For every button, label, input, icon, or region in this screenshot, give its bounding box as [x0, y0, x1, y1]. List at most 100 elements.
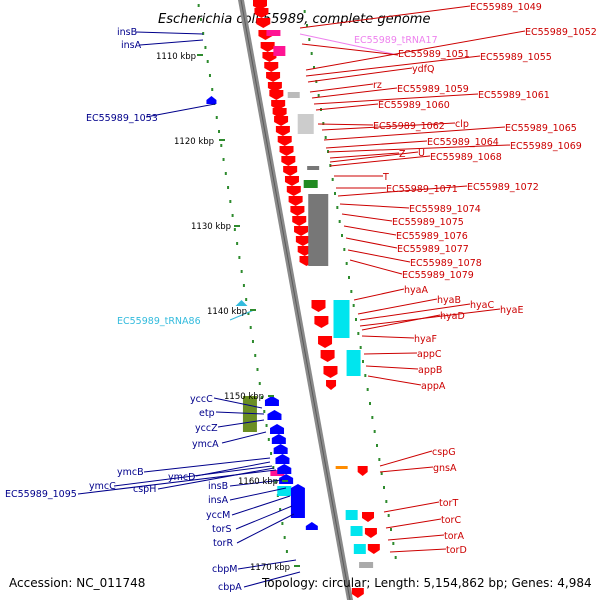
reverse-gene [273, 444, 288, 454]
gc-dot [279, 508, 282, 511]
gene-label: EC55989_1062 [373, 121, 445, 132]
gc-dot [224, 172, 227, 175]
gene-label: EC55989_1095 [5, 489, 77, 500]
forward-gene [264, 62, 279, 72]
gene-label: EC55989_1051 [398, 49, 470, 60]
gene-features [206, 0, 380, 598]
leader-line [135, 31, 204, 35]
forward-gene [281, 156, 296, 166]
gc-dot [350, 290, 353, 293]
kbp-labels: 1110 kbp 1120 kbp 1130 kbp 1140 kbp 1150… [156, 52, 290, 573]
gc-dot [218, 130, 221, 133]
leader-line [145, 103, 216, 118]
trna-gene [235, 300, 248, 306]
leader-line [215, 411, 265, 415]
gc-dot [324, 136, 327, 139]
gc-dot [366, 388, 369, 391]
gene-label: appA [421, 381, 446, 392]
reverse-gene [270, 424, 285, 434]
gc-dot [242, 284, 245, 287]
leader-line [243, 571, 301, 588]
forward-gene [357, 466, 368, 476]
gene-label: hyaA [404, 285, 428, 296]
leader-line [139, 39, 204, 46]
leader-line [329, 155, 431, 167]
reverse-gene [264, 396, 279, 406]
forward-gene [267, 82, 282, 92]
gene-label: ymcA [192, 439, 219, 450]
gray-gene [359, 562, 374, 568]
gene-label: yccM [206, 510, 230, 521]
forward-gene [318, 336, 333, 348]
forward-gene [295, 236, 310, 246]
gc-dot [364, 374, 367, 377]
gc-dot [338, 220, 341, 223]
gc-dot [251, 340, 254, 343]
gc-dot [357, 332, 360, 335]
forward-gene [275, 126, 290, 136]
cyan-gene [353, 544, 366, 554]
gc-dot [229, 200, 232, 203]
leader-line [329, 151, 419, 163]
cyan-gene [345, 510, 358, 520]
reverse-gene [305, 522, 318, 530]
leader-line [221, 431, 267, 444]
gene-label: gnsA [433, 463, 457, 474]
gene-label: rz [373, 80, 382, 91]
gene-label: cspH [133, 484, 156, 495]
trna-label: EC55989_tRNA17 [354, 35, 438, 46]
gc-dot [274, 480, 277, 483]
gc-dot [315, 80, 318, 83]
gc-dot [310, 52, 313, 55]
leader-line [363, 352, 418, 355]
forward-gene [272, 108, 287, 118]
gene-label: EC55989_1072 [467, 182, 539, 193]
gc-dot [272, 466, 275, 469]
left-gene-labels: insB insA EC55989_1053 EC55989_tRNA86 yc… [5, 27, 242, 593]
forward-gene [279, 146, 294, 156]
leader-line [323, 126, 506, 141]
gene-label: hyaB [437, 295, 461, 306]
cyan-gene [333, 300, 350, 338]
kbp-label: 1150 kbp [224, 392, 264, 402]
cyan-gene [346, 350, 361, 376]
gene-label: hyaF [414, 334, 437, 345]
kbp-label: 1120 kbp [174, 137, 214, 147]
kbp-label: 1160 kbp [238, 477, 278, 487]
gene-label: torT [439, 498, 458, 509]
gene-label: torC [441, 515, 461, 526]
reverse-gene [271, 434, 286, 444]
topology-text: Topology: circular; Length: 5,154,862 bp… [261, 576, 592, 590]
genome-backbone [238, 0, 353, 600]
gc-dot [267, 438, 270, 441]
forward-gene [297, 246, 312, 256]
gc-dot [331, 178, 334, 181]
gc-dot [238, 256, 241, 259]
gene-label: EC55989_1071 [386, 184, 458, 195]
forward-gene [283, 166, 298, 176]
leader-line [237, 559, 297, 570]
forward-gene [260, 42, 275, 52]
pseudo-gene [266, 30, 281, 36]
gc-dot [336, 206, 339, 209]
gc-dot [306, 24, 308, 27]
leader-line [229, 479, 283, 487]
forward-gene [311, 300, 326, 312]
gray-gene [287, 92, 300, 98]
gene-label: appC [417, 349, 442, 360]
orange-gene [335, 466, 348, 469]
gene-label: clp [455, 119, 469, 130]
leader-line [339, 203, 410, 209]
leader-line [389, 548, 447, 553]
kbp-label: 1130 kbp [191, 222, 231, 232]
gc-dot [343, 248, 346, 251]
kbp-label: 1110 kbp [156, 52, 196, 62]
gc-dot [220, 144, 223, 147]
gene-label: torD [446, 545, 467, 556]
gc-dot [359, 346, 362, 349]
gc-dot [254, 354, 257, 357]
gc-dot [376, 444, 378, 447]
leader-line [299, 5, 471, 29]
leader-line [299, 33, 399, 56]
